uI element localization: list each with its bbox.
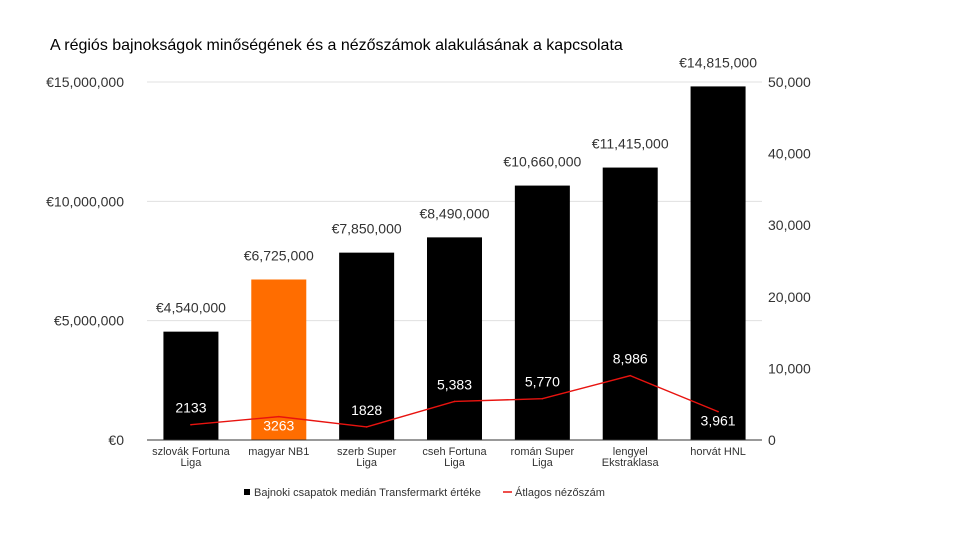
x-tick-label: horvát HNL: [690, 446, 746, 458]
attendance-point: [190, 423, 192, 426]
x-tick-label-line: szlovák Fortuna: [152, 446, 231, 458]
x-tick-label-line: lengyel: [613, 446, 648, 458]
bar-value-label: €6,725,000: [244, 247, 314, 263]
y-right-tick-label: 40,000: [768, 146, 811, 162]
attendance-point: [717, 410, 719, 413]
legend-bar-swatch: [244, 489, 250, 495]
x-tick-label-line: Liga: [356, 457, 378, 469]
x-tick-label-line: Liga: [532, 457, 554, 469]
bar-value-label: €11,415,000: [592, 136, 669, 152]
y-right-tick-label: 20,000: [768, 289, 811, 305]
data-labels: €4,540,000 €6,725,000 €7,850,000 €8,490,000…: [156, 54, 757, 433]
y-right-tick-label: 30,000: [768, 217, 811, 233]
attendance-point: [277, 415, 280, 418]
x-tick-label: lengyel Ekstraklasa: [602, 446, 660, 469]
bar-value-label: €14,815,000: [679, 54, 757, 70]
attendance-value-label: 8,986: [613, 351, 648, 367]
y-right-tick-label: 10,000: [768, 360, 811, 376]
y-right-tick-label: 50,000: [768, 74, 811, 90]
legend-line-label: Átlagos nézőszám: [515, 486, 605, 499]
y-left-tick-label: €15,000,000: [46, 74, 124, 90]
x-tick-label-line: szerb Super: [337, 446, 397, 458]
x-tick-label-line: magyar NB1: [248, 446, 309, 458]
attendance-value-label: 3,961: [701, 413, 736, 429]
x-tick-label: szlovák Fortuna Liga: [152, 446, 231, 469]
x-tick-label-line: román Super: [511, 446, 575, 458]
legend: Bajnoki csapatok medián Transfermarkt ér…: [244, 486, 605, 499]
attendance-value-label: 1828: [351, 402, 382, 418]
attendance-value-label: 3263: [263, 418, 294, 434]
attendance-point: [365, 426, 368, 428]
bar: [427, 237, 482, 440]
y-left-tick-label: €5,000,000: [54, 313, 124, 329]
x-tick-label-line: Liga: [444, 457, 466, 469]
attendance-point: [453, 400, 456, 403]
y-left-tick-label: €0: [108, 432, 124, 448]
bar-value-label: €8,490,000: [419, 205, 489, 221]
bar: [163, 331, 219, 440]
bar: [514, 185, 570, 440]
x-tick-label: cseh Fortuna Liga: [422, 446, 487, 469]
attendance-value-label: 5,383: [437, 376, 472, 392]
bar: [339, 252, 395, 440]
bar-value-label: €7,850,000: [332, 221, 402, 237]
bar-value-label: €10,660,000: [503, 154, 581, 170]
bar-value-label: €4,540,000: [156, 300, 226, 316]
attendance-line: [190, 374, 719, 428]
axes: €0 €5,000,000 €10,000,000 €15,000,000 0 10,00…: [46, 74, 811, 469]
chart-title: A régiós bajnokságok minőségének és a né…: [50, 37, 623, 54]
bars: [163, 86, 746, 440]
y-right-tick-label: 0: [768, 432, 776, 448]
x-tick-label: szerb Super Liga: [337, 446, 397, 469]
x-tick-label-line: Liga: [181, 457, 203, 469]
attendance-point: [541, 397, 544, 400]
attendance-value-label: 2133: [175, 400, 206, 416]
y-left-tick-label: €10,000,000: [46, 193, 124, 209]
attendance-point: [629, 374, 632, 377]
legend-bar-label: Bajnoki csapatok medián Transfermarkt ér…: [254, 487, 481, 499]
attendance-value-label: 5,770: [525, 374, 560, 390]
bar: [690, 86, 746, 440]
x-tick-label-line: horvát HNL: [690, 446, 746, 458]
x-tick-label: magyar NB1: [248, 446, 309, 458]
x-tick-label: román Super Liga: [511, 446, 575, 469]
x-tick-label-line: cseh Fortuna: [422, 446, 487, 458]
bar: [251, 279, 307, 440]
bar: [602, 167, 658, 440]
x-tick-label-line: Ekstraklasa: [602, 457, 660, 469]
